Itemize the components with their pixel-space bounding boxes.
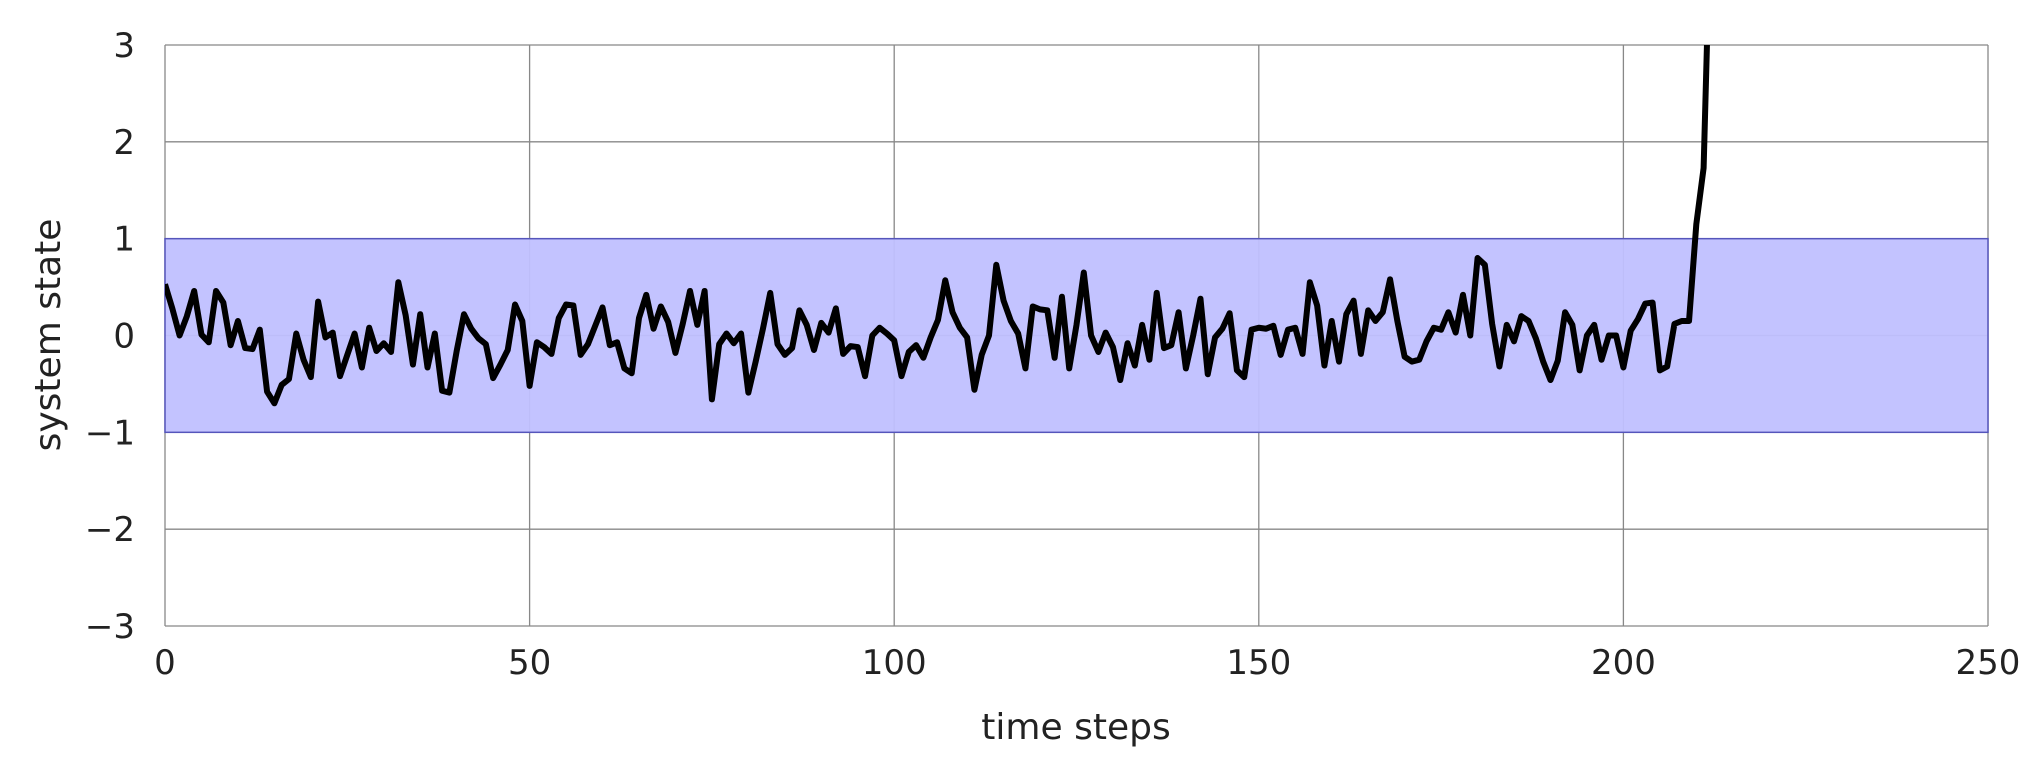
y-tick-label: −1	[85, 413, 135, 453]
x-tick-label: 200	[1591, 643, 1656, 683]
x-tick-label: 100	[862, 643, 927, 683]
x-tick-label: 150	[1226, 643, 1291, 683]
x-tick-label: 50	[508, 643, 551, 683]
y-axis-ticks: −3 −2 −1 0 1 2 3	[85, 26, 135, 647]
y-axis-label: system state	[28, 219, 69, 452]
series-line	[165, 45, 1710, 407]
x-axis-label: time steps	[981, 707, 1170, 748]
x-tick-label: 250	[1956, 643, 2021, 683]
y-tick-label: −3	[85, 607, 135, 647]
x-axis-ticks: 0 50 100 150 200 250	[154, 643, 2020, 683]
y-tick-label: 2	[113, 123, 135, 163]
y-tick-label: 1	[113, 220, 135, 260]
y-tick-label: 0	[113, 317, 135, 357]
y-tick-label: 3	[113, 26, 135, 66]
y-tick-label: −2	[85, 510, 135, 550]
x-tick-label: 0	[154, 643, 176, 683]
